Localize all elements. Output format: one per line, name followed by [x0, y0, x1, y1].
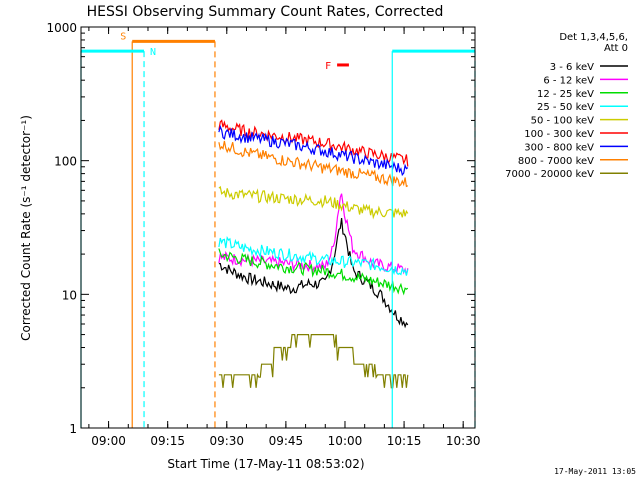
y-tick-label: 1000: [46, 21, 77, 35]
chart-title: HESSI Observing Summary Count Rates, Cor…: [87, 4, 444, 20]
legend: 3 - 6 keV 6 - 12 keV 12 - 25 keV 25 - 50 ke…: [505, 62, 628, 180]
series-line-7: [218, 140, 409, 188]
series-line-6: [218, 124, 409, 177]
y-tick-label: 100: [54, 155, 77, 169]
legend-label-1: 6 - 12 keV: [543, 75, 594, 86]
x-tick-label: 10:00: [328, 434, 363, 448]
legend-label-4: 50 - 100 keV: [531, 116, 595, 127]
legend-label-5: 100 - 300 keV: [524, 129, 594, 140]
series-line-4: [218, 185, 409, 220]
legend-label-8: 7000 - 20000 keV: [505, 169, 594, 180]
axis-layer: 09:00 09:15 09:30 09:45 10:00 10:15 10:30 1 10 10…: [46, 21, 480, 448]
legend-title: Det 1,3,4,5,6,: [559, 32, 628, 43]
legend-label-7: 800 - 7000 keV: [518, 156, 594, 167]
plot-frame: [80, 26, 476, 429]
series-line-0: [218, 218, 409, 329]
legend-label-3: 25 - 50 keV: [537, 102, 594, 113]
series-line-3: [218, 236, 409, 276]
series-line-8: [218, 334, 409, 389]
legend-label-6: 300 - 800 keV: [524, 142, 594, 153]
x-tick-label: 10:15: [387, 434, 422, 448]
series-line-5: [218, 119, 409, 167]
x-tick-label: 10:30: [446, 434, 481, 448]
legend-label-2: 12 - 25 keV: [537, 89, 594, 100]
annotation-label-0: S: [120, 31, 126, 42]
x-tick-label: 09:45: [269, 434, 304, 448]
x-tick-label: 09:30: [209, 434, 244, 448]
timestamp: 17-May-2011 13:05: [554, 467, 636, 476]
annotation-label-1: N: [150, 47, 156, 58]
x-axis-label: Start Time (17-May-11 08:53:02): [167, 457, 364, 471]
legend-label-0: 3 - 6 keV: [550, 62, 594, 73]
annotation-label-3: F: [325, 61, 331, 72]
series-line-1: [218, 193, 409, 276]
x-tick-label: 09:15: [150, 434, 185, 448]
x-tick-label: 09:00: [91, 434, 126, 448]
y-tick-label: 10: [62, 288, 77, 302]
y-tick-label: 1: [69, 422, 77, 436]
data-layer: S N F: [80, 31, 476, 428]
legend-subtitle: Att 0: [604, 43, 628, 54]
series-line-2: [218, 248, 409, 296]
y-axis-label: Corrected Count Rate (s⁻¹ detector⁻¹): [19, 115, 33, 341]
